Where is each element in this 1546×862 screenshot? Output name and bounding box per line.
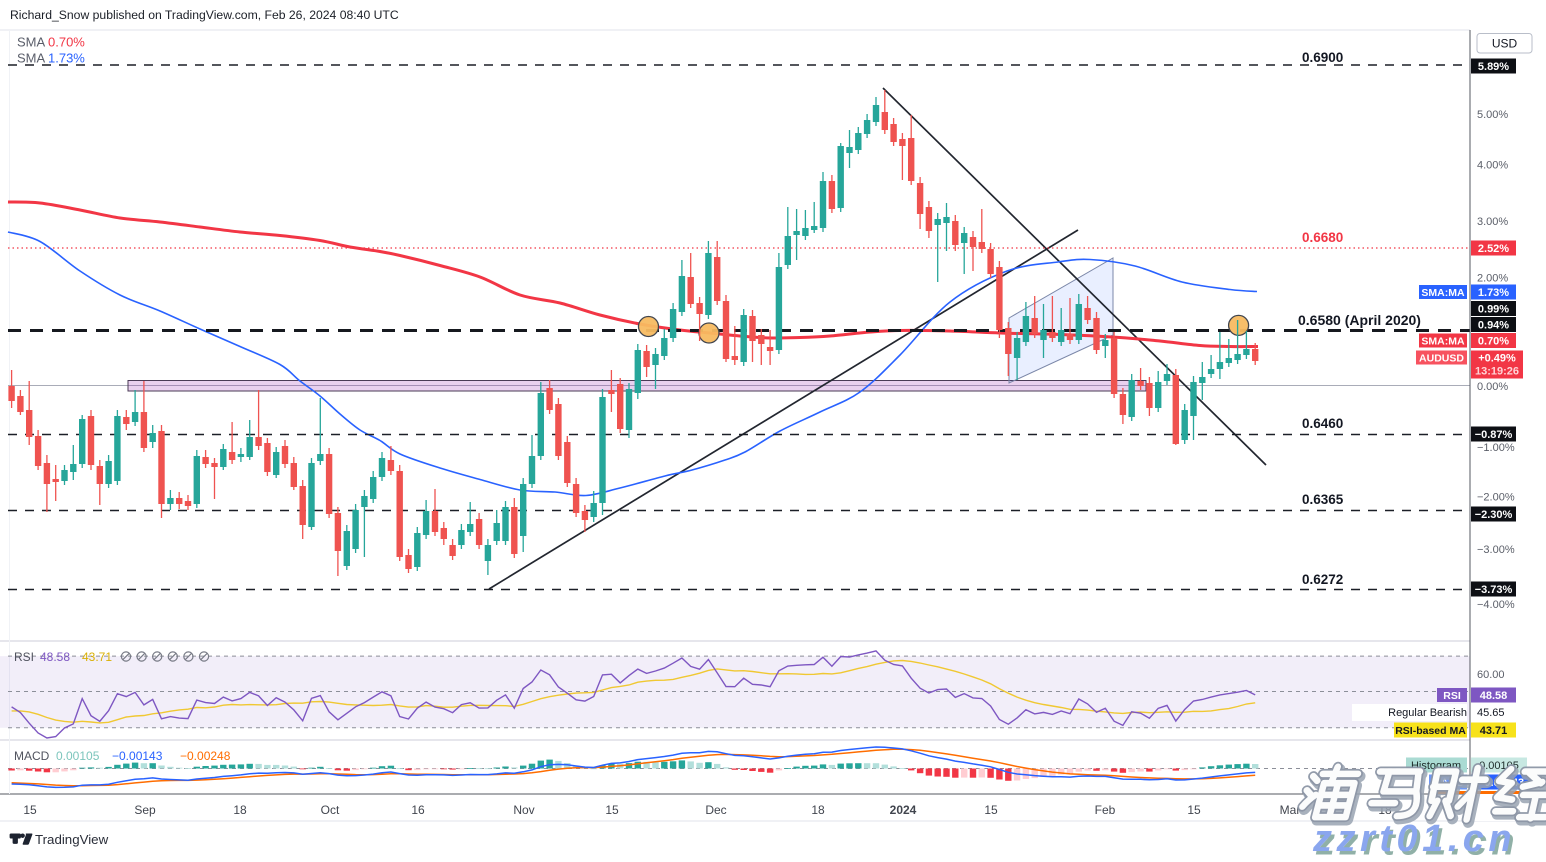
svg-text:0.6580 (April 2020): 0.6580 (April 2020) [1298,312,1421,328]
svg-text:18: 18 [233,803,247,817]
svg-text:2.52%: 2.52% [1478,243,1509,255]
svg-text:2024: 2024 [890,803,917,817]
svg-text:−1.00%: −1.00% [1477,442,1515,454]
svg-text:+0.49%: +0.49% [1478,353,1516,365]
svg-text:0.00%: 0.00% [1477,381,1508,393]
svg-text:SMA:MA: SMA:MA [1421,287,1465,299]
svg-text:zzrt01.cn: zzrt01.cn [1315,822,1519,858]
svg-text:1.73%: 1.73% [1478,287,1509,299]
svg-text:15: 15 [984,803,998,817]
svg-text:18: 18 [811,803,825,817]
svg-text:48.58: 48.58 [1480,690,1508,702]
svg-text:4.00%: 4.00% [1477,160,1508,172]
svg-text:0.99%: 0.99% [1478,304,1509,316]
svg-text:SMA: SMA [17,35,46,50]
svg-text:Regular Bearish: Regular Bearish [1388,707,1467,719]
svg-text:13:19:26: 13:19:26 [1475,366,1519,378]
svg-text:5.00%: 5.00% [1477,109,1508,121]
svg-text:−3.73%: −3.73% [1475,584,1513,596]
svg-text:−3.00%: −3.00% [1477,544,1515,556]
svg-text:15: 15 [23,803,37,817]
svg-text:Feb: Feb [1095,803,1116,817]
svg-text:zzrt01.cn: zzrt01.cn [1312,818,1516,857]
svg-text:0.6900: 0.6900 [1302,50,1343,65]
svg-text:0.00105: 0.00105 [56,749,100,763]
svg-text:43.71: 43.71 [1480,725,1508,737]
svg-text:SMA:MA: SMA:MA [1421,336,1465,348]
svg-text:−0.87%: −0.87% [1475,429,1513,441]
svg-text:45.65: 45.65 [1477,707,1505,719]
svg-text:1.73%: 1.73% [48,51,85,66]
svg-text:0.6680: 0.6680 [1302,230,1343,245]
svg-text:TradingView: TradingView [35,832,109,847]
svg-text:0.6365: 0.6365 [1302,492,1344,507]
svg-text:16: 16 [411,803,425,817]
svg-text:RSI-based MA: RSI-based MA [1395,725,1466,737]
svg-text:0.70%: 0.70% [48,35,85,50]
svg-text:Nov: Nov [513,803,534,817]
svg-text:−4.00%: −4.00% [1477,599,1515,611]
svg-text:0.6460: 0.6460 [1302,416,1343,431]
svg-text:48.58: 48.58 [40,650,70,664]
svg-text:2.00%: 2.00% [1477,273,1508,285]
svg-text:43.71: 43.71 [82,650,112,664]
svg-text:0.70%: 0.70% [1478,336,1509,348]
svg-text:0.94%: 0.94% [1478,320,1509,332]
svg-text:15: 15 [1187,803,1201,817]
svg-text:Richard_Snow published on Trad: Richard_Snow published on TradingView.co… [10,8,399,22]
svg-text:Mar: Mar [1280,803,1301,817]
svg-text:0.6272: 0.6272 [1302,572,1343,587]
svg-text:−0.00143: −0.00143 [112,749,163,763]
svg-text:Oct: Oct [321,803,340,817]
svg-text:Dec: Dec [705,803,726,817]
svg-text:RSI: RSI [14,650,34,664]
svg-text:RSI: RSI [1443,690,1461,702]
svg-text:MACD: MACD [14,749,50,763]
svg-text:15: 15 [605,803,619,817]
svg-text:60.00: 60.00 [1477,669,1505,681]
svg-text:−2.30%: −2.30% [1475,509,1513,521]
svg-text:−0.00248: −0.00248 [180,749,231,763]
svg-text:3.00%: 3.00% [1477,216,1508,228]
svg-text:USD: USD [1492,37,1518,51]
svg-text:Sep: Sep [134,803,156,817]
svg-text:SMA: SMA [17,51,46,66]
svg-text:−2.00%: −2.00% [1477,492,1515,504]
svg-text:AUDUSD: AUDUSD [1419,353,1464,365]
svg-text:5.89%: 5.89% [1478,61,1509,73]
